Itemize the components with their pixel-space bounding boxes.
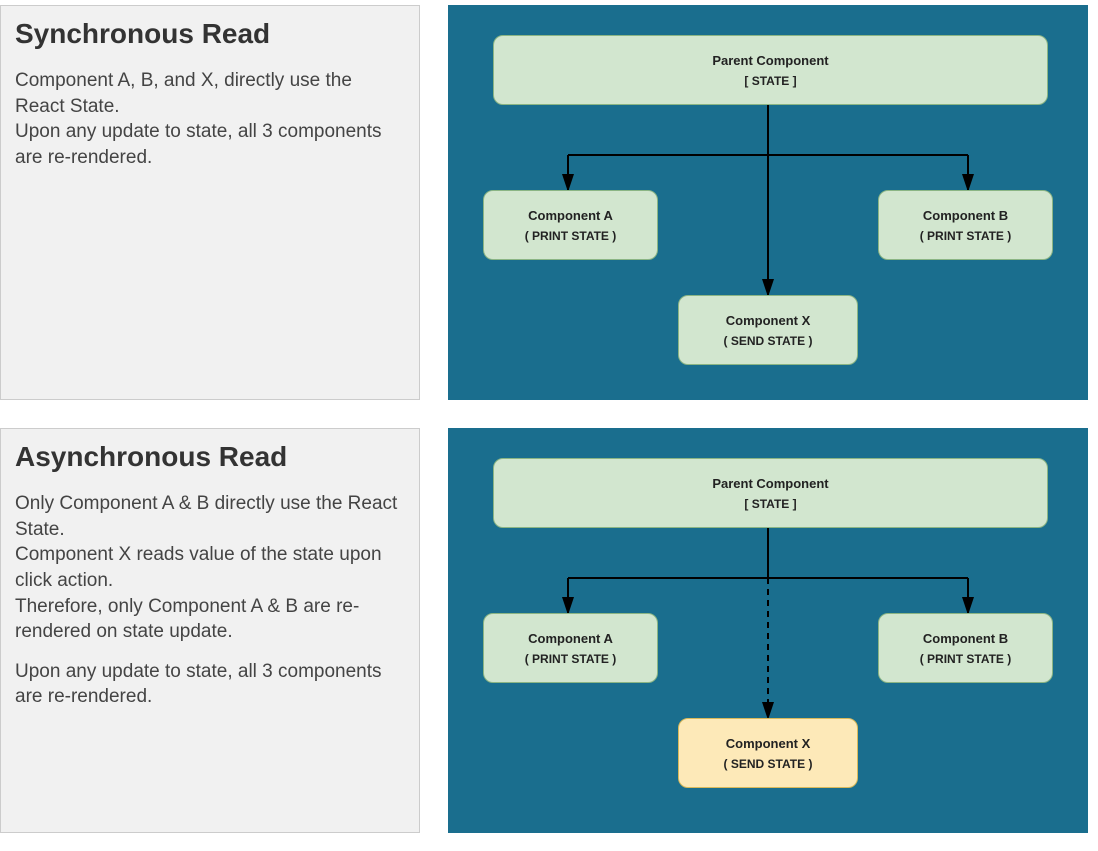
diagram-panel-sync: Parent Component [ STATE ] Component A ( PR…: [448, 5, 1088, 400]
node-compA: Component A ( PRINT STATE ): [483, 613, 658, 683]
text-panel-async: Asynchronous Read Only Component A & B d…: [0, 428, 420, 833]
node-title: Component A: [528, 208, 613, 223]
node-compB: Component B ( PRINT STATE ): [878, 190, 1053, 260]
node-parent: Parent Component [ STATE ]: [493, 458, 1048, 528]
node-compX: Component X ( SEND STATE ): [678, 718, 858, 788]
node-sub: ( PRINT STATE ): [920, 652, 1012, 666]
node-title: Parent Component: [712, 476, 828, 491]
node-sub: [ STATE ]: [744, 497, 796, 511]
node-compA: Component A ( PRINT STATE ): [483, 190, 658, 260]
para-async-1: Upon any update to state, all 3 componen…: [15, 659, 405, 710]
row-async: Asynchronous Read Only Component A & B d…: [0, 428, 1088, 833]
node-compB: Component B ( PRINT STATE ): [878, 613, 1053, 683]
node-title: Component X: [726, 736, 811, 751]
text-panel-sync: Synchronous Read Component A, B, and X, …: [0, 5, 420, 400]
node-title: Component B: [923, 208, 1008, 223]
diagram-panel-async: Parent Component [ STATE ] Component A ( PR…: [448, 428, 1088, 833]
heading-async: Asynchronous Read: [15, 441, 405, 473]
row-sync: Synchronous Read Component A, B, and X, …: [0, 5, 1088, 400]
node-sub: ( SEND STATE ): [724, 757, 813, 771]
node-sub: [ STATE ]: [744, 74, 796, 88]
heading-sync: Synchronous Read: [15, 18, 405, 50]
node-sub: ( PRINT STATE ): [920, 229, 1012, 243]
node-title: Component A: [528, 631, 613, 646]
node-compX: Component X ( SEND STATE ): [678, 295, 858, 365]
node-sub: ( SEND STATE ): [724, 334, 813, 348]
node-title: Parent Component: [712, 53, 828, 68]
para-sync-0: Component A, B, and X, directly use the …: [15, 68, 405, 171]
node-title: Component B: [923, 631, 1008, 646]
node-sub: ( PRINT STATE ): [525, 229, 617, 243]
para-async-0: Only Component A & B directly use the Re…: [15, 491, 405, 645]
node-sub: ( PRINT STATE ): [525, 652, 617, 666]
node-title: Component X: [726, 313, 811, 328]
node-parent: Parent Component [ STATE ]: [493, 35, 1048, 105]
